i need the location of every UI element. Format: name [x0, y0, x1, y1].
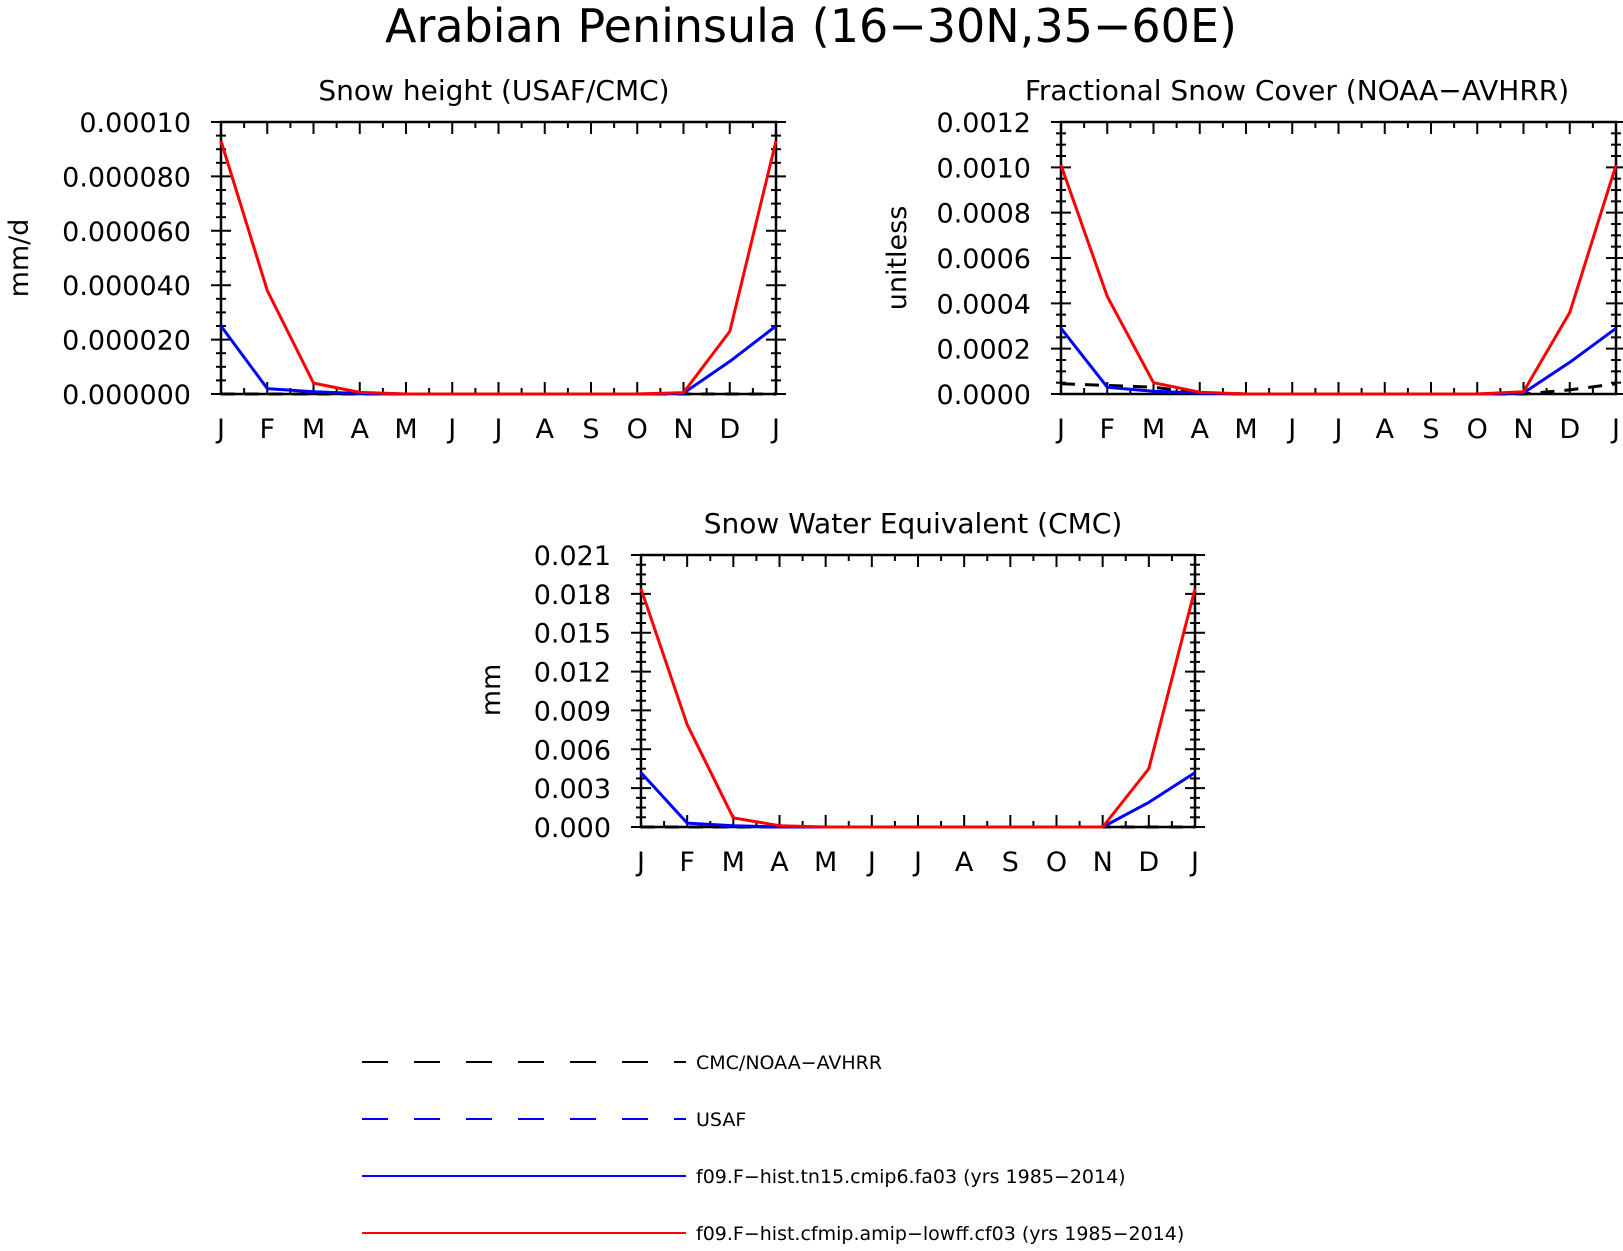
x-tick-label: A	[955, 847, 974, 878]
y-tick-label: 0.000000	[62, 380, 191, 411]
series-line	[1059, 164, 1618, 396]
panel-title: Fractional Snow Cover (NOAA−AVHRR)	[1025, 74, 1569, 107]
y-tick-label: 0.00010	[79, 108, 191, 139]
x-tick-label: J	[1189, 847, 1199, 878]
y-tick-label: 0.0008	[937, 199, 1031, 230]
x-tick-label: M	[302, 414, 325, 445]
legend-label: f09.F−hist.tn15.cmip6.fa03 (yrs 1985−201…	[696, 1166, 1126, 1188]
y-tick-label: 0.0004	[937, 289, 1031, 320]
x-tick-label: N	[1513, 414, 1533, 445]
x-tick-label: J	[1055, 414, 1065, 445]
x-tick-label: J	[215, 414, 225, 445]
plot-lines	[639, 588, 1197, 829]
panel-title: Snow height (USAF/CMC)	[318, 74, 669, 107]
y-tick-label: 0.000	[534, 813, 611, 844]
x-tick-label: F	[679, 847, 695, 878]
legend: CMC/NOAA−AVHRR USAF f09.F−hist.tn15.cmip…	[362, 1052, 1184, 1245]
x-tick-label: J	[770, 414, 780, 445]
panel-title: Snow Water Equivalent (CMC)	[704, 507, 1123, 540]
tick-labels: J F M A M J J A S O N D J0.0000.0030.0060.0090.0120.…	[534, 541, 1199, 878]
x-tick-label: J	[866, 847, 876, 878]
x-tick-label: J	[1286, 414, 1296, 445]
plot-frame	[1059, 120, 1618, 396]
plot-frame	[639, 553, 1197, 829]
legend-item: USAF	[362, 1109, 746, 1131]
legend-label: USAF	[696, 1109, 746, 1131]
x-tick-label: M	[722, 847, 745, 878]
y-tick-label: 0.009	[534, 696, 611, 727]
y-axis-label: unitless	[882, 206, 913, 311]
x-tick-label: M	[814, 847, 837, 878]
y-tick-label: 0.0002	[937, 335, 1031, 366]
y-tick-label: 0.012	[534, 658, 611, 689]
y-tick-label: 0.000080	[62, 162, 191, 193]
x-tick-label: J	[1610, 414, 1620, 445]
x-tick-label: O	[1046, 847, 1067, 878]
x-tick-label: A	[1376, 414, 1395, 445]
y-tick-label: 0.000040	[62, 271, 191, 302]
series-line	[219, 140, 778, 396]
x-tick-label: J	[1333, 414, 1343, 445]
x-tick-label: J	[635, 847, 645, 878]
x-tick-label: O	[627, 414, 648, 445]
x-tick-label: N	[1093, 847, 1113, 878]
figure-title: Arabian Peninsula (16−30N,35−60E)	[385, 0, 1237, 53]
legend-item: CMC/NOAA−AVHRR	[362, 1052, 882, 1074]
y-tick-label: 0.006	[534, 735, 611, 766]
legend-label: f09.F−hist.cfmip.amip−lowff.cf03 (yrs 19…	[696, 1223, 1184, 1245]
plot-lines	[1059, 164, 1618, 396]
plot-frame	[219, 120, 778, 396]
x-tick-label: J	[446, 414, 456, 445]
y-tick-label: 0.000020	[62, 326, 191, 357]
tick-labels: J F M A M J J A S O N D J0.00000.00020.00040.00060.0…	[937, 108, 1620, 445]
y-tick-label: 0.000060	[62, 217, 191, 248]
x-tick-label: A	[351, 414, 370, 445]
x-tick-label: D	[1138, 847, 1159, 878]
x-tick-label: A	[1191, 414, 1210, 445]
x-tick-label: N	[673, 414, 693, 445]
y-tick-label: 0.0000	[937, 380, 1031, 411]
y-tick-label: 0.003	[534, 774, 611, 805]
x-tick-label: S	[582, 414, 599, 445]
y-axis-label: mm	[476, 664, 507, 717]
x-tick-label: J	[912, 847, 922, 878]
x-tick-label: M	[1142, 414, 1165, 445]
y-tick-label: 0.021	[534, 541, 611, 572]
legend-item: f09.F−hist.cfmip.amip−lowff.cf03 (yrs 19…	[362, 1223, 1184, 1245]
x-tick-label: D	[1559, 414, 1580, 445]
x-tick-label: F	[259, 414, 275, 445]
tick-labels: J F M A M J J A S O N D J0.0000000.0000200.0000400.0…	[62, 108, 780, 445]
y-tick-label: 0.0006	[937, 244, 1031, 275]
y-tick-label: 0.015	[534, 619, 611, 650]
x-tick-label: M	[1234, 414, 1257, 445]
y-tick-label: 0.0012	[937, 108, 1031, 139]
series-line	[639, 588, 1197, 829]
x-tick-label: A	[770, 847, 789, 878]
x-tick-label: F	[1099, 414, 1115, 445]
x-tick-label: D	[719, 414, 740, 445]
plot-lines	[219, 140, 778, 396]
legend-item: f09.F−hist.tn15.cmip6.fa03 (yrs 1985−201…	[362, 1166, 1126, 1188]
legend-label: CMC/NOAA−AVHRR	[696, 1052, 882, 1074]
x-tick-label: S	[1422, 414, 1439, 445]
x-tick-label: M	[394, 414, 417, 445]
x-tick-label: J	[493, 414, 503, 445]
x-tick-label: A	[536, 414, 555, 445]
y-axis-label: mm/d	[4, 219, 35, 298]
x-tick-label: O	[1467, 414, 1488, 445]
y-tick-label: 0.018	[534, 580, 611, 611]
x-tick-label: S	[1002, 847, 1019, 878]
y-tick-label: 0.0010	[937, 153, 1031, 184]
panel-fractional-snow-cover: Fractional Snow Cover (NOAA−AVHRR) unitl…	[882, 74, 1623, 445]
